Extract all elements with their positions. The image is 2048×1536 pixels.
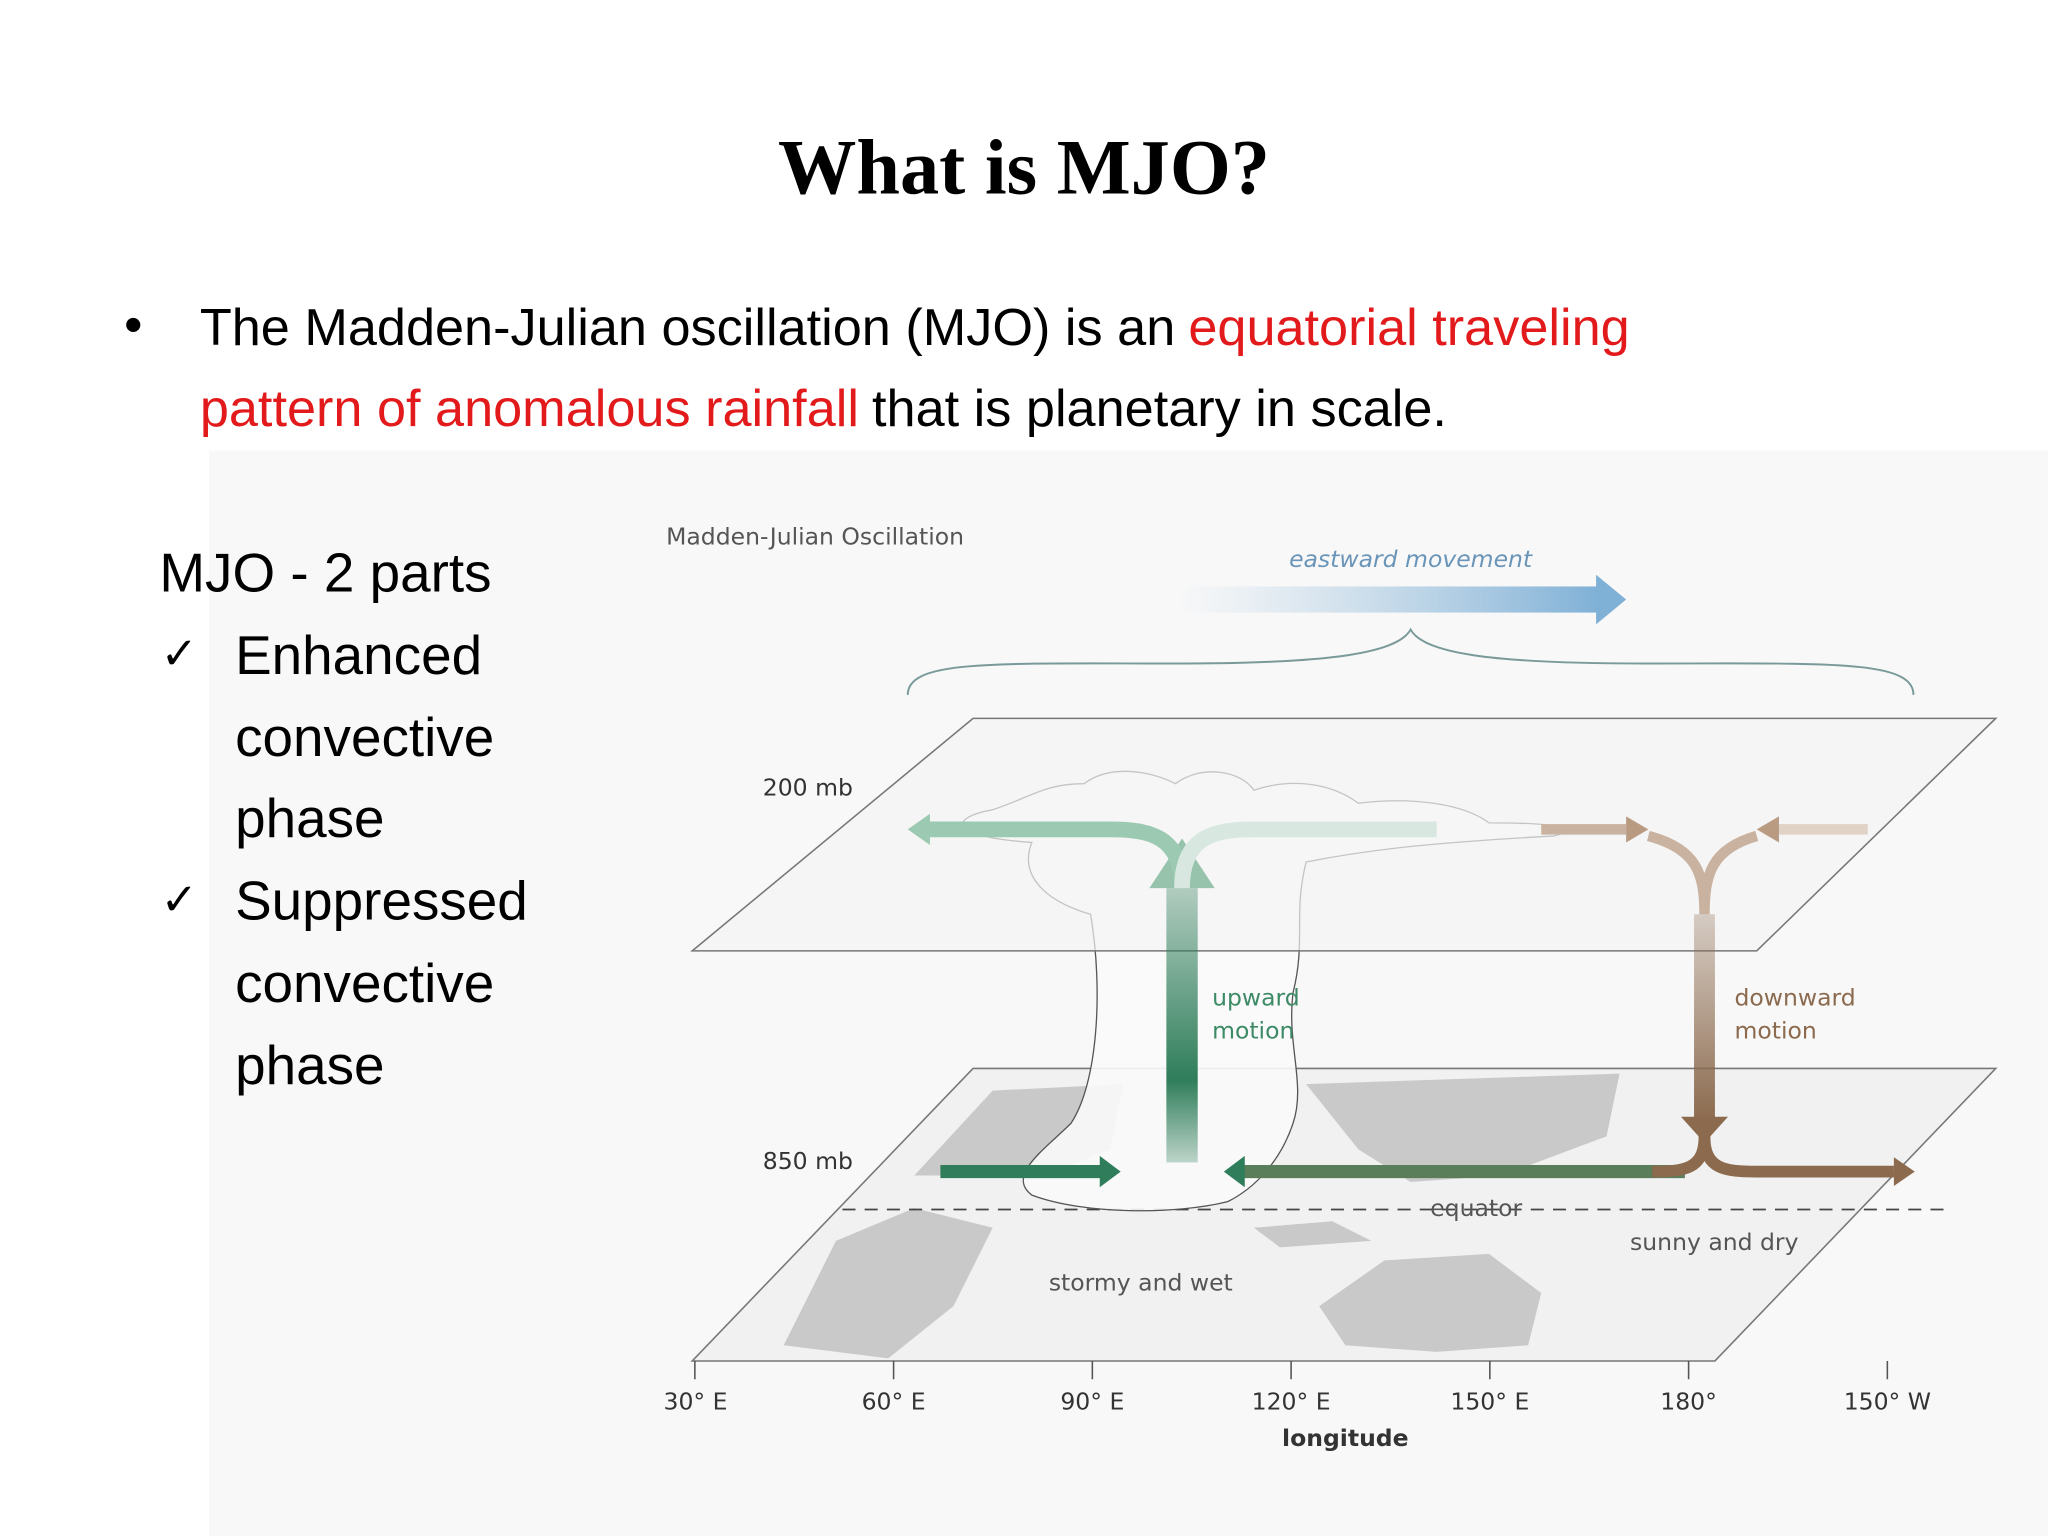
outflow-east — [1174, 821, 1437, 889]
eastward-arrow — [1175, 586, 1600, 613]
stormy-label: stormy and wet — [1049, 1268, 1233, 1296]
part-item: convective — [235, 706, 494, 768]
mjo-diagram: Madden-Julian Oscillation eastward movem… — [664, 523, 1998, 1452]
upward-arrow — [1166, 888, 1198, 1163]
converge-head — [1626, 816, 1649, 843]
downward-arrow — [1694, 914, 1715, 1124]
movement-label: eastward movement — [1289, 545, 1533, 573]
downward-label: motion — [1735, 1016, 1817, 1044]
bullet-text: that is planetary in scale. — [872, 380, 1447, 438]
brace — [906, 627, 1915, 695]
longitude-label: 180° — [1660, 1387, 1717, 1415]
check-mark: ✓ — [161, 629, 198, 680]
longitude-label: 60° E — [862, 1387, 926, 1415]
sunny-label: sunny and dry — [1630, 1228, 1799, 1256]
parts-heading: MJO - 2 parts — [159, 542, 491, 604]
bullet-dot: • — [124, 296, 142, 354]
diagram-title: Madden-Julian Oscillation — [666, 523, 964, 551]
part-item: phase — [235, 787, 384, 849]
bullet-highlight: pattern of anomalous rainfall — [200, 380, 859, 438]
bullet-line: The Madden-Julian oscillation (MJO) is a… — [200, 299, 1630, 357]
outflow-west-low — [1652, 1136, 1711, 1178]
axis-label: longitude — [1282, 1424, 1409, 1452]
inflow-head — [1223, 1155, 1245, 1188]
bullet-line: pattern of anomalous rainfall that is pla… — [200, 380, 1447, 438]
outflow-head — [907, 813, 930, 846]
longitude-label: 150° E — [1450, 1387, 1529, 1415]
downward-arrow-head — [1680, 1116, 1728, 1143]
part-item: Suppressed — [235, 870, 528, 932]
longitude-label: 150° W — [1844, 1387, 1931, 1415]
inflow-head — [1099, 1155, 1121, 1188]
converge-head — [1756, 816, 1779, 843]
slide-title: What is MJO? — [778, 123, 1270, 210]
equator-label: equator — [1430, 1194, 1522, 1222]
upward-label: upward — [1212, 984, 1300, 1012]
longitude-label: 90° E — [1060, 1387, 1124, 1415]
bullet-highlight: equatorial traveling — [1188, 299, 1629, 357]
bullet-text: The Madden-Julian oscillation (MJO) is a… — [200, 299, 1175, 357]
longitude-label: 120° E — [1252, 1387, 1331, 1415]
upward-label: motion — [1212, 1016, 1294, 1044]
eastward-arrow-head — [1596, 574, 1627, 625]
level-label: 850 mb — [763, 1147, 853, 1175]
check-mark: ✓ — [161, 874, 198, 925]
parts-list: MJO - 2 parts ✓ Enhanced convective phas… — [159, 542, 527, 1096]
longitude-label: 30° E — [664, 1387, 728, 1415]
converge-bend — [1646, 830, 1759, 915]
downward-label: downward — [1735, 984, 1856, 1012]
level-label: 200 mb — [763, 773, 853, 801]
outflow-head — [1893, 1157, 1915, 1186]
part-item: Enhanced — [235, 624, 482, 686]
longitude-axis: 30° E 60° E 90° E 120° E 150° E 180° 150° W — [664, 1360, 1931, 1415]
part-item: phase — [235, 1034, 384, 1096]
part-item: convective — [235, 952, 494, 1014]
land — [783, 1073, 1620, 1359]
